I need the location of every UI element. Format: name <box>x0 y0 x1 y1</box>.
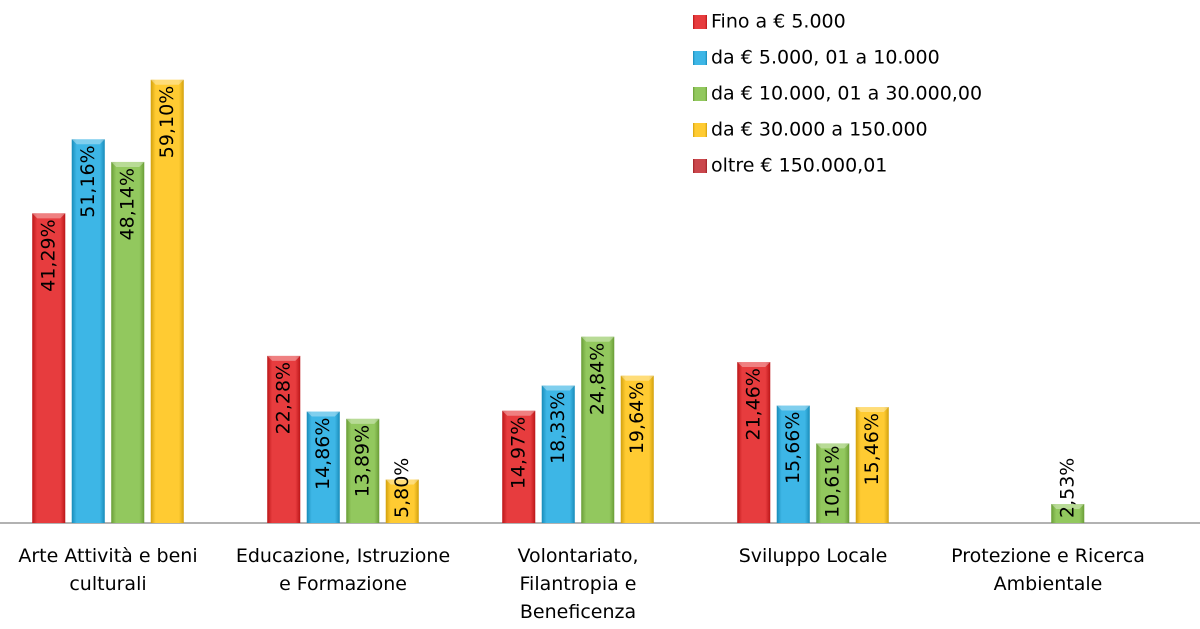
data-label: 51,16% <box>77 145 99 217</box>
legend-marker-shade <box>693 51 707 65</box>
bar-shade <box>150 79 184 523</box>
bar-shade <box>111 161 145 523</box>
bar-shade <box>267 355 301 523</box>
bar-bevel <box>620 375 654 381</box>
label-line: Protezione e Ricerca <box>951 545 1145 567</box>
data-label: 21,46% <box>742 368 764 440</box>
bar-bevel <box>32 213 66 219</box>
bar-bevel <box>346 418 380 424</box>
bar-shade <box>385 479 419 523</box>
x-tick-label: Educazione, Istruzione e Formazione <box>236 545 450 595</box>
data-label: 14,86% <box>312 418 334 490</box>
data-label: 13,89% <box>351 425 373 497</box>
bar-bevel <box>776 405 810 411</box>
bar-shade <box>32 213 66 523</box>
bar-shade <box>816 443 850 523</box>
data-label: 59,10% <box>156 86 178 158</box>
bar-bevel <box>267 355 301 361</box>
legend-label: da € 30.000 a 150.000 <box>711 119 928 141</box>
data-label: 14,97% <box>507 417 529 489</box>
bar-bevel <box>306 411 340 417</box>
legend-marker-shade <box>693 123 707 137</box>
label-line: culturali <box>69 573 146 595</box>
x-tick-label: Volontariato, Filantropia e Beneficenza <box>517 545 638 623</box>
bar-shade <box>776 405 810 523</box>
bar-bevel <box>111 161 145 167</box>
bar-shade <box>737 362 771 523</box>
data-label: 5,80% <box>391 458 413 518</box>
bar-shade <box>346 418 380 523</box>
legend-label: da € 10.000, 01 a 30.000,00 <box>711 83 982 105</box>
legend-marker-shade <box>693 15 707 29</box>
label-line: Arte Attività e beni <box>18 545 197 567</box>
data-label: 41,29% <box>37 219 59 291</box>
data-label: 15,66% <box>782 412 804 484</box>
label-line: Sviluppo Locale <box>739 545 888 567</box>
bar-bevel <box>71 139 105 145</box>
bar-bevel <box>855 407 889 413</box>
label-line: Beneficenza <box>520 601 636 623</box>
x-tick-label: Sviluppo Locale <box>739 545 888 567</box>
x-tick-label: Arte Attività e beni culturali <box>18 545 197 595</box>
bar-bevel <box>581 336 615 342</box>
data-label: 22,28% <box>272 362 294 434</box>
data-label: 24,84% <box>586 343 608 415</box>
data-label: 2,53% <box>1056 458 1078 518</box>
bar-shade <box>71 139 105 524</box>
bar-bevel <box>385 479 419 485</box>
bar-bevel <box>502 410 536 416</box>
label-line: e Formazione <box>279 573 407 595</box>
data-label: 10,61% <box>821 446 843 518</box>
bar-bevel <box>737 362 771 368</box>
data-label: 19,64% <box>626 382 648 454</box>
label-line: Filantropia e <box>520 573 637 595</box>
label-line: Volontariato, <box>517 545 638 567</box>
bar-shade <box>855 407 889 523</box>
bar-bevel <box>150 79 184 85</box>
data-label: 15,46% <box>861 413 883 485</box>
bar-shade <box>1051 504 1085 523</box>
bar-bevel <box>816 443 850 449</box>
legend-label: da € 5.000, 01 a 10.000 <box>711 47 940 69</box>
legend-label: Fino a € 5.000 <box>711 11 846 33</box>
bar-shade <box>502 410 536 523</box>
bar-shade <box>306 411 340 523</box>
bar-shade <box>620 375 654 523</box>
bar-bevel <box>1051 504 1085 510</box>
bar-shade <box>581 336 615 523</box>
x-tick-label: Protezione e Ricerca Ambientale <box>951 545 1145 595</box>
bar-shade <box>541 385 575 523</box>
bar-bevel <box>541 385 575 391</box>
label-line: Ambientale <box>994 573 1103 595</box>
legend-label: oltre € 150.000,01 <box>711 155 887 177</box>
legend-marker-shade <box>693 159 707 173</box>
data-label: 18,33% <box>547 392 569 464</box>
legend-marker-shade <box>693 87 707 101</box>
data-label: 48,14% <box>116 168 138 240</box>
label-line: Educazione, Istruzione <box>236 545 450 567</box>
